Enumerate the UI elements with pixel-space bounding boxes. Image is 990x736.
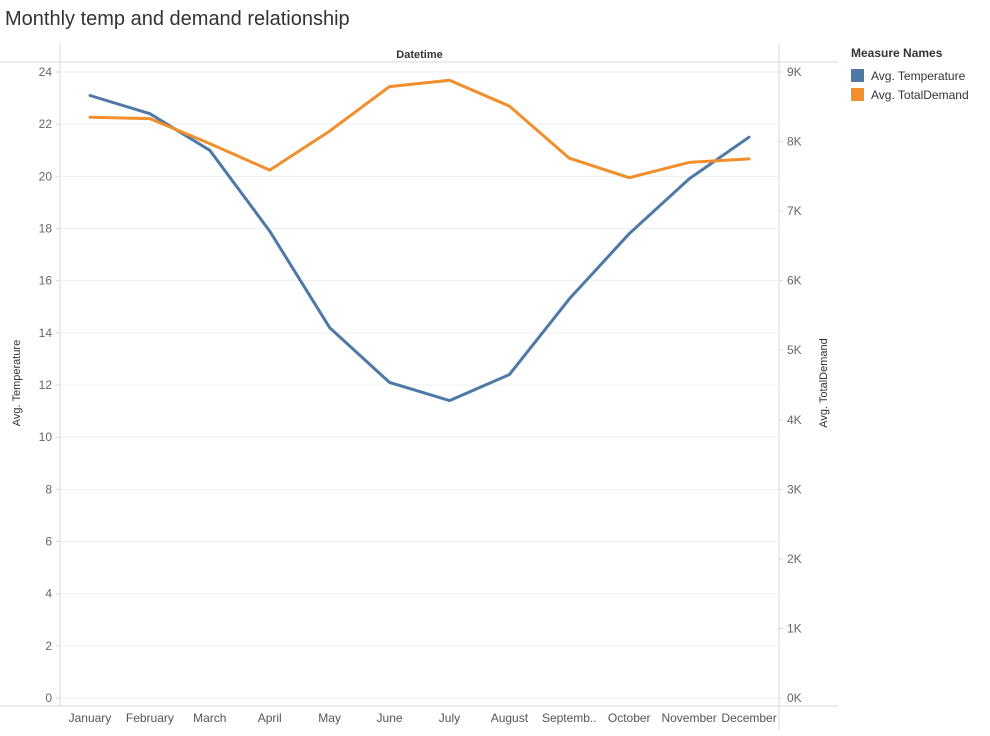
x-tick-label: November <box>661 711 716 725</box>
y-right-tick-label: 6K <box>787 274 802 288</box>
column-header: Datetime <box>396 49 442 61</box>
x-tick-label: April <box>258 711 282 725</box>
x-tick-label: July <box>439 711 460 725</box>
y-left-axis-title: Avg. Temperature <box>11 340 23 426</box>
y-left-tick-label: 8 <box>45 482 52 496</box>
y-left-tick-label: 16 <box>39 274 53 288</box>
legend: Measure Names Avg. Temperature Avg. Tota… <box>851 46 969 104</box>
y-left-tick-label: 24 <box>39 65 53 79</box>
series-line-temperature[interactable] <box>88 94 751 403</box>
y-left-tick-label: 4 <box>45 587 52 601</box>
y-left-tick-label: 10 <box>39 430 53 444</box>
x-tick-label: March <box>193 711 226 725</box>
y-left-tick-label: 12 <box>39 378 53 392</box>
y-right-tick-label: 9K <box>787 65 802 79</box>
y-right-tick-label: 3K <box>787 482 802 496</box>
y-left-tick-label: 0 <box>45 691 52 705</box>
y-right-tick-label: 5K <box>787 343 802 357</box>
legend-item-temperature[interactable]: Avg. Temperature <box>851 66 969 85</box>
y-right-tick-label: 4K <box>787 413 802 427</box>
y-right-tick-label: 0K <box>787 691 802 705</box>
legend-title: Measure Names <box>851 46 943 60</box>
x-tick-label: Septemb.. <box>542 711 597 725</box>
legend-label-demand: Avg. TotalDemand <box>871 87 969 102</box>
x-tick-label: October <box>608 711 651 725</box>
y-right-axis-title: Avg. TotalDemand <box>818 338 830 427</box>
legend-item-demand[interactable]: Avg. TotalDemand <box>851 85 969 104</box>
y-left-tick-label: 6 <box>45 535 52 549</box>
y-left-tick-label: 2 <box>45 639 52 653</box>
x-tick-label: January <box>69 711 112 725</box>
x-tick-label: August <box>491 711 529 725</box>
y-right-tick-label: 2K <box>787 552 802 566</box>
y-right-tick-label: 7K <box>787 204 802 218</box>
x-tick-label: June <box>377 711 403 725</box>
chart-title: Monthly temp and demand relationship <box>5 8 350 30</box>
x-tick-label: December <box>721 711 776 725</box>
y-left-tick-label: 22 <box>39 117 53 131</box>
y-left-tick-label: 20 <box>39 169 53 183</box>
x-tick-label: February <box>126 711 174 725</box>
y-right-tick-label: 1K <box>787 621 802 635</box>
y-left-tick-label: 18 <box>39 222 53 236</box>
series-line-demand[interactable] <box>88 78 751 180</box>
legend-swatch-demand <box>851 88 864 101</box>
y-right-tick-label: 8K <box>787 135 802 149</box>
y-left-tick-label: 14 <box>39 326 53 340</box>
legend-swatch-temperature <box>851 69 864 82</box>
legend-label-temperature: Avg. Temperature <box>871 68 966 83</box>
x-tick-label: May <box>318 711 341 725</box>
